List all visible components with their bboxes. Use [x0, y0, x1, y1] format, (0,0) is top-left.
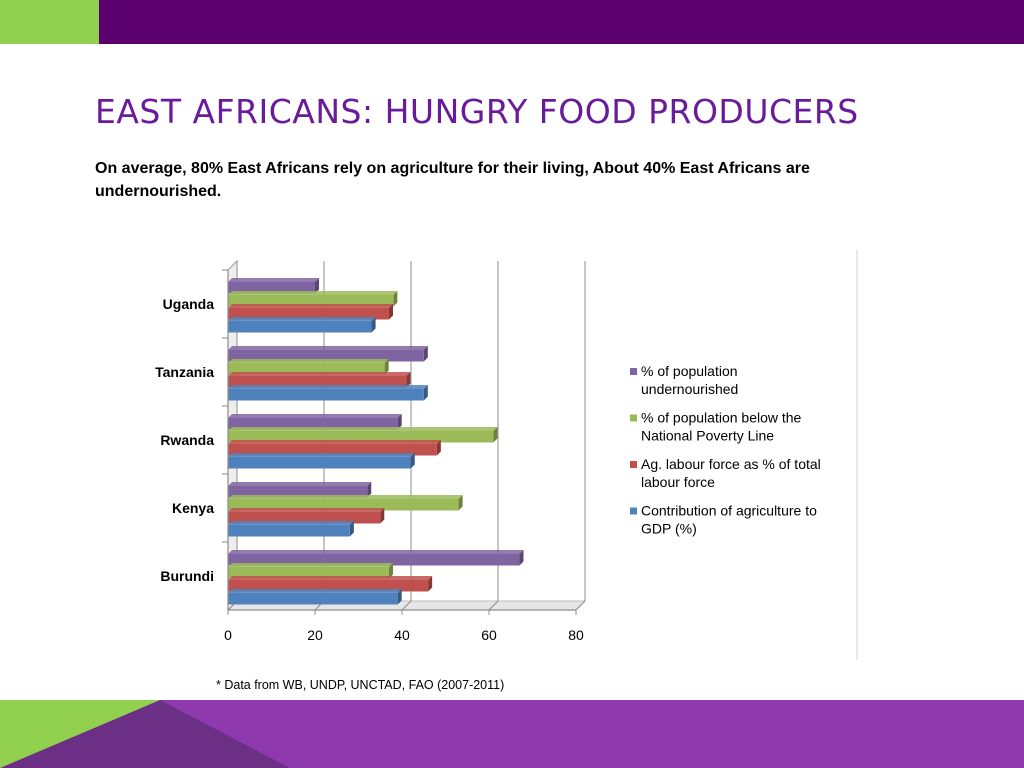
bar-burundi-s0-top [228, 549, 524, 554]
chart-container: 0 20 40 60 80 Uganda Tanzania Rwanda Kenya Burund… [120, 250, 870, 662]
bar-tanzania-s1-top [228, 358, 389, 363]
bar-kenya-s0-end [367, 481, 372, 498]
legend-label-0-0: % of population [641, 363, 738, 379]
gridline-floor-40 [401, 600, 412, 611]
bar-burundi-s1-end [388, 562, 393, 579]
header-main-block [99, 0, 1024, 44]
bar-kenya-s3-top [228, 520, 354, 525]
legend-label-3-1: GDP (%) [641, 521, 697, 537]
legend-swatch-3 [630, 507, 637, 515]
footer-band [0, 700, 1024, 768]
bar-kenya-s3 [228, 525, 350, 537]
bar-kenya-s0-top [228, 481, 372, 486]
x-tick-label-80: 80 [568, 627, 584, 643]
legend-swatch-0 [630, 368, 637, 375]
x-tick-label-0: 0 [224, 627, 232, 643]
bar-tanzania-s0-top [228, 345, 428, 350]
category-label-uganda: Uganda [163, 296, 215, 312]
bar-uganda-s2-top [228, 303, 393, 308]
bar-rwanda-s0-end [397, 413, 402, 430]
bar-burundi-s3-end [397, 588, 402, 605]
category-label-rwanda: Rwanda [160, 432, 214, 448]
bar-uganda-s2 [228, 308, 389, 320]
slide-subtitle: On average, 80% East Africans rely on ag… [95, 160, 810, 200]
bar-tanzania-s0 [228, 350, 424, 362]
bar-rwanda-s2 [228, 444, 437, 456]
bar-rwanda-s1 [228, 431, 494, 443]
bar-uganda-s3-top [228, 316, 376, 321]
bar-kenya-s3-end [349, 520, 354, 537]
bar-tanzania-s1-end [384, 358, 389, 375]
category-label-tanzania: Tanzania [155, 364, 214, 380]
x-tick-label-60: 60 [481, 627, 497, 643]
bar-uganda-s1-top [228, 290, 398, 295]
bar-rwanda-s0-top [228, 413, 402, 418]
footer-green-wedge [0, 700, 160, 768]
bar-burundi-s3-top [228, 588, 402, 593]
category-label-burundi: Burundi [160, 568, 214, 584]
legend-label-2-1: labour force [641, 474, 715, 490]
bar-burundi-s2 [228, 580, 429, 592]
gridline-floor-60 [488, 600, 499, 611]
legend-label-1-0: % of population below the [641, 410, 802, 426]
bar-tanzania-s2-top [228, 371, 411, 376]
bar-uganda-s1 [228, 295, 394, 307]
bar-kenya-s2-top [228, 507, 385, 512]
bar-kenya-s1-top [228, 494, 463, 499]
x-tick-label-40: 40 [394, 627, 410, 643]
bar-rwanda-s0 [228, 418, 398, 430]
bar-chart: 0 20 40 60 80 Uganda Tanzania Rwanda Kenya Burund… [155, 250, 858, 660]
bar-uganda-s0-top [228, 277, 320, 282]
bar-kenya-s1-end [458, 494, 463, 511]
bar-rwanda-s2-top [228, 439, 441, 444]
legend-label-1-1: National Poverty Line [641, 428, 774, 444]
bar-rwanda-s1-end [493, 426, 498, 443]
bar-uganda-s1-end [393, 290, 398, 307]
bar-uganda-s3 [228, 321, 372, 333]
bar-burundi-s3 [228, 593, 398, 605]
bar-tanzania-s2-end [406, 371, 411, 388]
bar-burundi-s0 [228, 554, 520, 566]
bar-kenya-s0 [228, 486, 368, 498]
bar-uganda-s0 [228, 282, 315, 294]
bar-rwanda-s2-end [436, 439, 441, 456]
bar-tanzania-s1 [228, 363, 385, 375]
legend-swatch-1 [630, 414, 637, 422]
bar-burundi-s0-end [519, 549, 524, 566]
bar-burundi-s1 [228, 567, 389, 579]
gridline-floor-80 [575, 600, 586, 611]
x-tick-label-20: 20 [307, 627, 323, 643]
bar-rwanda-s3-end [410, 452, 415, 469]
header-accent-block [0, 0, 99, 44]
bar-kenya-s2 [228, 512, 381, 524]
bar-tanzania-s3 [228, 389, 424, 401]
bar-uganda-s3-end [371, 316, 376, 333]
bar-burundi-s2-top [228, 575, 433, 580]
header-bar [0, 0, 1024, 44]
slide-title: EAST AFRICANS: HUNGRY FOOD PRODUCERS [95, 92, 859, 131]
legend-label-3-0: Contribution of agriculture to [641, 503, 817, 519]
bar-rwanda-s3 [228, 457, 411, 469]
legend-label-0-1: undernourished [641, 381, 738, 397]
bar-rwanda-s1-top [228, 426, 498, 431]
bar-tanzania-s3-top [228, 384, 428, 389]
bar-uganda-s0-end [315, 277, 320, 294]
bar-kenya-s1 [228, 499, 459, 511]
category-label-kenya: Kenya [172, 500, 214, 516]
bar-kenya-s2-end [380, 507, 385, 524]
bar-uganda-s2-end [388, 303, 393, 320]
bar-tanzania-s0-end [423, 345, 428, 362]
legend-label-2-0: Ag. labour force as % of total [641, 456, 821, 472]
bar-tanzania-s2 [228, 376, 407, 388]
legend-swatch-2 [630, 461, 637, 468]
bar-rwanda-s3-top [228, 452, 415, 457]
data-source-footnote: * Data from WB, UNDP, UNCTAD, FAO (2007-… [216, 678, 505, 692]
footer-dark-wedge [0, 700, 290, 768]
bar-burundi-s2-end [428, 575, 433, 592]
bar-burundi-s1-top [228, 562, 393, 567]
bar-tanzania-s3-end [423, 384, 428, 401]
